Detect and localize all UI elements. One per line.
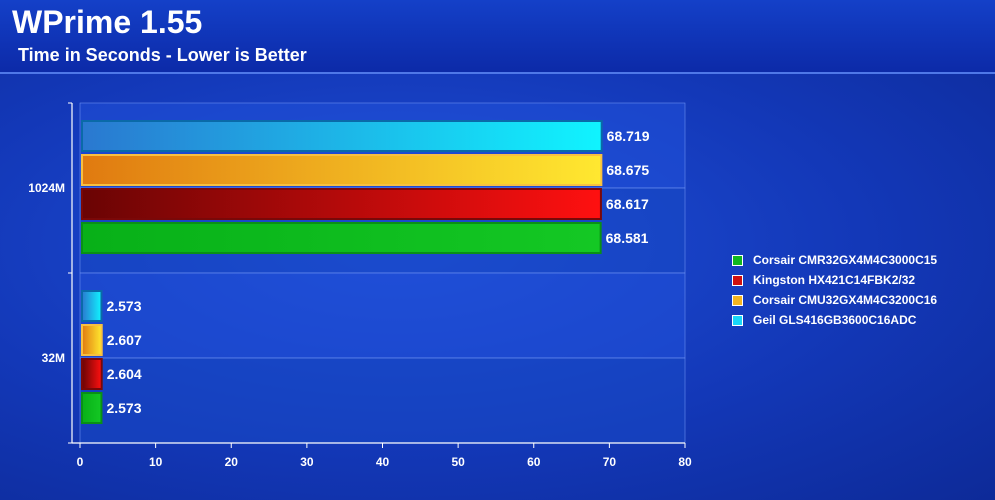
legend-item: Kingston HX421C14FBK2/32 bbox=[732, 270, 937, 290]
bar bbox=[81, 392, 103, 424]
data-label: 68.719 bbox=[607, 128, 650, 144]
data-label: 68.617 bbox=[606, 196, 649, 212]
data-label: 2.604 bbox=[107, 366, 142, 382]
x-tick-label: 50 bbox=[451, 455, 465, 469]
x-tick-label: 40 bbox=[376, 455, 390, 469]
legend-label: Corsair CMU32GX4M4C3200C16 bbox=[753, 293, 938, 307]
legend-label: Kingston HX421C14FBK2/32 bbox=[753, 273, 916, 287]
plot-band bbox=[79, 272, 686, 359]
data-label: 2.573 bbox=[106, 298, 141, 314]
data-label: 68.581 bbox=[606, 230, 649, 246]
bar bbox=[81, 222, 602, 254]
x-tick-label: 70 bbox=[603, 455, 617, 469]
legend: Corsair CMR32GX4M4C3000C15 Kingston HX421… bbox=[732, 250, 937, 330]
x-tick-label: 30 bbox=[300, 455, 314, 469]
bar bbox=[81, 188, 602, 220]
bar bbox=[81, 324, 103, 356]
bar bbox=[81, 120, 603, 152]
bar bbox=[81, 358, 103, 390]
chart-title: WPrime 1.55 bbox=[12, 4, 203, 40]
legend-swatch bbox=[732, 274, 743, 286]
legend-swatch bbox=[732, 294, 743, 306]
bar bbox=[81, 154, 603, 186]
x-tick-label: 10 bbox=[149, 455, 163, 469]
legend-swatch bbox=[732, 314, 743, 326]
data-label: 2.607 bbox=[107, 332, 142, 348]
bar bbox=[81, 290, 103, 322]
legend-item: Corsair CMU32GX4M4C3200C16 bbox=[732, 290, 937, 310]
x-tick-label: 0 bbox=[77, 455, 84, 469]
legend-item: Corsair CMR32GX4M4C3000C15 bbox=[732, 250, 937, 270]
chart-header: WPrime 1.55 Time in Seconds - Lower is B… bbox=[0, 0, 995, 72]
plot-band bbox=[79, 357, 686, 444]
legend-label: Corsair CMR32GX4M4C3000C15 bbox=[753, 253, 938, 267]
legend-label: Geil GLS416GB3600C16ADC bbox=[753, 313, 917, 327]
y-category-label: 32M bbox=[42, 351, 65, 365]
legend-item: Geil GLS416GB3600C16ADC bbox=[732, 310, 937, 330]
chart-subtitle: Time in Seconds - Lower is Better bbox=[18, 45, 307, 65]
data-label: 2.573 bbox=[106, 400, 141, 416]
data-label: 68.675 bbox=[606, 162, 649, 178]
x-tick-label: 60 bbox=[527, 455, 541, 469]
x-tick-label: 20 bbox=[225, 455, 239, 469]
legend-swatch bbox=[732, 254, 743, 266]
y-category-label: 1024M bbox=[28, 181, 65, 195]
x-tick-label: 80 bbox=[678, 455, 692, 469]
